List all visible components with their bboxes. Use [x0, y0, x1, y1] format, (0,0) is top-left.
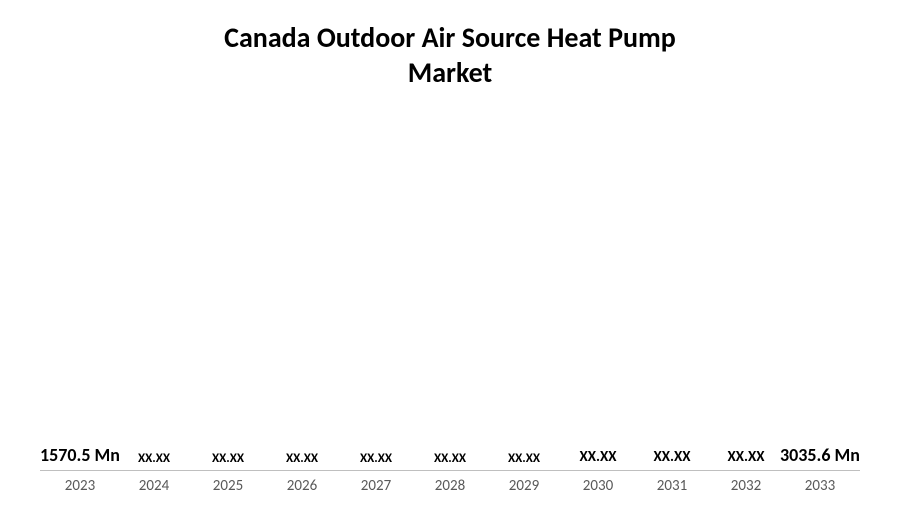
- bar-value-label: XX.XX: [434, 451, 466, 466]
- x-axis-tick: 2025: [198, 477, 258, 495]
- bar-value-label: XX.XX: [508, 451, 540, 466]
- bar-value-label: 1570.5 Mn: [40, 444, 120, 466]
- bar-value-label: XX.XX: [138, 451, 170, 466]
- x-axis-tick: 2033: [790, 477, 850, 495]
- chart-area: 1570.5 Mn XX.XX XX.XX XX.XX XX.XX XX.XX XX.XX X…: [40, 100, 860, 495]
- x-axis-tick: 2029: [494, 477, 554, 495]
- x-axis-tick: 2026: [272, 477, 332, 495]
- x-axis: 2023 2024 2025 2026 2027 2028 2029 2030 2031 2032…: [40, 471, 860, 495]
- bar-value-label: XX.XX: [653, 448, 690, 466]
- bar-value-label: XX.XX: [360, 451, 392, 466]
- chart-title-line2: Market: [40, 55, 860, 90]
- x-axis-tick: 2028: [420, 477, 480, 495]
- chart-title: Canada Outdoor Air Source Heat Pump Mark…: [40, 20, 860, 90]
- x-axis-tick: 2031: [642, 477, 702, 495]
- bar-value-label: XX.XX: [286, 451, 318, 466]
- plot-area: 1570.5 Mn XX.XX XX.XX XX.XX XX.XX XX.XX XX.XX X…: [40, 100, 860, 471]
- bar-value-label: XX.XX: [727, 448, 764, 466]
- x-axis-tick: 2023: [50, 477, 110, 495]
- chart-title-line1: Canada Outdoor Air Source Heat Pump: [40, 20, 860, 55]
- bar-value-label: 3035.6 Mn: [780, 444, 860, 466]
- bar-value-label: XX.XX: [212, 451, 244, 466]
- x-axis-tick: 2032: [716, 477, 776, 495]
- x-axis-tick: 2027: [346, 477, 406, 495]
- x-axis-tick: 2024: [124, 477, 184, 495]
- bar-value-label: XX.XX: [579, 448, 616, 466]
- x-axis-tick: 2030: [568, 477, 628, 495]
